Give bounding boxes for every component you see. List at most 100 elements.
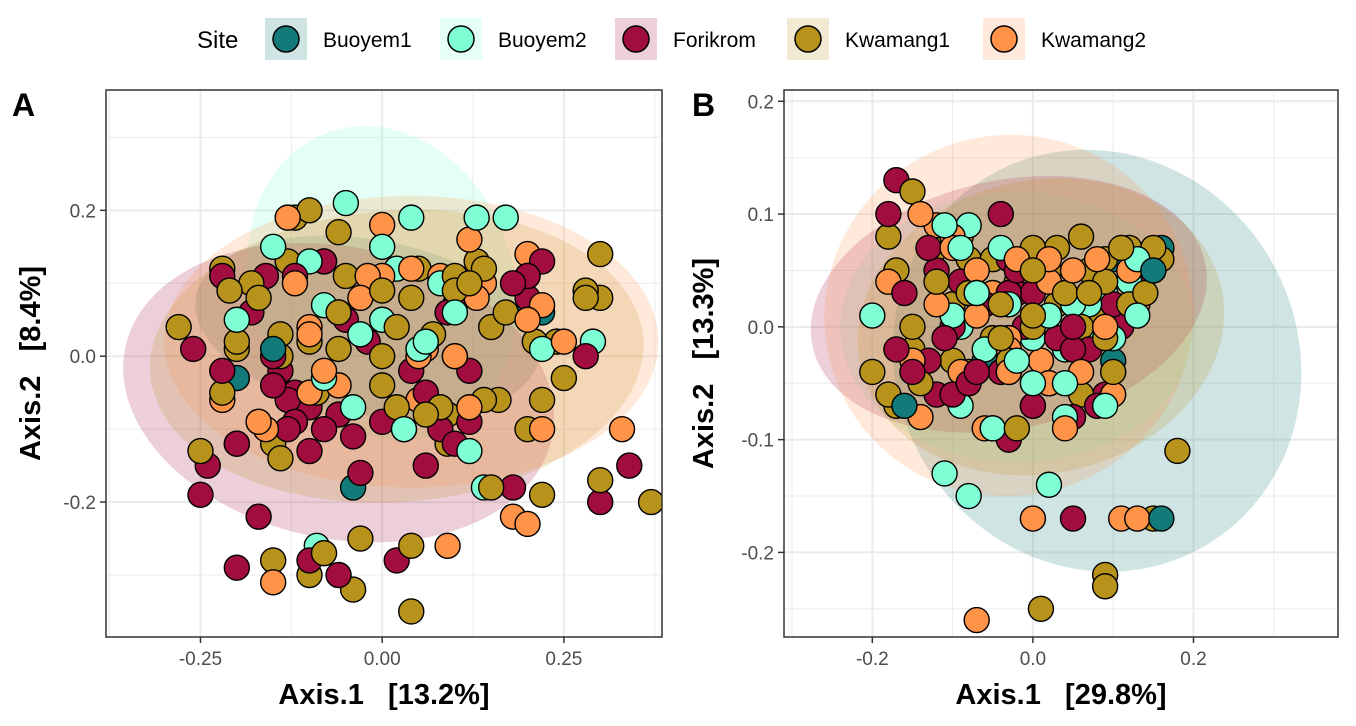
panel-label-b: B	[692, 87, 715, 123]
point-forikrom	[572, 343, 599, 370]
legend-marker-forikrom	[622, 25, 650, 53]
point-kwamang2	[441, 343, 469, 370]
legend-label-buoyem1: Buoyem1	[323, 29, 412, 52]
point-kwamang1	[899, 178, 926, 205]
point-forikrom	[187, 481, 214, 508]
point-kwamang2	[274, 204, 301, 231]
point-kwamang2	[1091, 313, 1119, 341]
y-tick-label: 0.2	[748, 92, 774, 113]
point-buoyem2	[259, 233, 287, 261]
point-kwamang1	[368, 372, 396, 399]
points	[165, 189, 662, 625]
point-forikrom	[209, 357, 236, 384]
y-axis-title: Axis.2 [13.3%]	[688, 258, 720, 469]
point-kwamang2	[296, 321, 323, 348]
point-buoyem2	[931, 460, 958, 487]
point-kwamang1	[347, 525, 374, 552]
point-kwamang1	[1067, 223, 1095, 250]
point-kwamang2	[550, 328, 578, 355]
point-kwamang2	[963, 302, 990, 329]
point-kwamang2	[514, 510, 541, 538]
plot-border	[105, 89, 663, 638]
point-kwamang2	[245, 408, 272, 436]
point-buoyem2	[1051, 370, 1079, 397]
point-kwamang1	[1099, 358, 1127, 386]
point-forikrom	[1059, 313, 1087, 341]
chart-panel-b: B -0.2 0.0 0.2 -0.2 -0.1 0.0 0.1 0.2 Axis.1 [29.…	[688, 87, 1339, 711]
point-kwamang1	[859, 358, 886, 386]
point-kwamang2	[1083, 245, 1111, 273]
point-forikrom	[931, 324, 958, 352]
point-kwamang1	[528, 481, 556, 508]
x-tick-label: 0.0	[1020, 649, 1046, 670]
point-buoyem2	[955, 482, 982, 510]
point-forikrom	[245, 503, 272, 530]
y-tick-label: -0.1	[741, 431, 774, 452]
point-buoyem2	[463, 204, 490, 231]
point-kwamang1	[1108, 234, 1135, 262]
point-kwamang1	[987, 291, 1014, 318]
point-forikrom	[259, 372, 287, 399]
point-kwamang1	[412, 401, 439, 428]
point-kwamang2	[1019, 505, 1047, 532]
point-kwamang1	[1003, 415, 1031, 442]
point-forikrom	[223, 554, 251, 581]
plot-border	[783, 89, 1339, 638]
point-buoyem2	[390, 415, 418, 443]
point-forikrom	[875, 200, 902, 228]
point-kwamang1	[165, 313, 192, 341]
point-kwamang1	[572, 284, 599, 312]
point-kwamang2	[1059, 257, 1087, 284]
chart-panel-a: A -0.25 0.00 0.25 -0.2 0.0 0.2 Axis.1 [13.2%] A…	[12, 87, 663, 711]
legend-title: Site	[197, 27, 238, 54]
point-kwamang1	[1164, 437, 1191, 465]
x-tick-label: 0.25	[545, 649, 582, 670]
point-kwamang1	[587, 466, 614, 494]
legend-marker-buoyem1	[272, 25, 300, 53]
y-tick-label: 0.2	[70, 201, 96, 222]
point-buoyem1	[259, 335, 287, 363]
point-kwamang1	[383, 394, 410, 421]
point-kwamang2	[514, 306, 541, 333]
point-forikrom	[223, 430, 251, 457]
point-kwamang1	[383, 313, 410, 341]
point-forikrom	[963, 358, 990, 386]
point-kwamang1	[875, 223, 902, 250]
point-kwamang2	[907, 200, 934, 228]
point-kwamang2	[259, 569, 287, 596]
point-kwamang1	[637, 488, 662, 516]
point-kwamang1	[456, 270, 483, 297]
legend-marker-kwamang2	[990, 25, 1018, 53]
point-forikrom	[1059, 505, 1087, 532]
point-forikrom	[325, 561, 352, 589]
point-kwamang1	[1019, 257, 1047, 284]
point-kwamang2	[923, 291, 950, 318]
point-buoyem2	[368, 233, 396, 261]
point-kwamang1	[1019, 302, 1047, 329]
point-buoyem2	[492, 204, 519, 231]
y-tick-label: -0.2	[63, 493, 96, 514]
point-kwamang2	[310, 357, 338, 384]
point-kwamang2	[434, 532, 461, 560]
point-kwamang2	[963, 606, 990, 634]
point-forikrom	[616, 452, 643, 479]
point-forikrom	[180, 335, 207, 363]
x-tick-label: 0.00	[364, 649, 401, 670]
point-kwamang1	[325, 335, 352, 363]
point-buoyem2	[931, 212, 958, 239]
point-buoyem1	[1148, 505, 1175, 532]
x-tick-label: -0.2	[856, 649, 889, 670]
point-kwamang1	[398, 284, 425, 312]
point-buoyem2	[1091, 392, 1119, 419]
y-tick-label: 0.1	[748, 205, 774, 226]
point-buoyem2	[412, 328, 439, 355]
point-buoyem2	[398, 204, 425, 231]
point-forikrom	[1019, 392, 1047, 419]
point-buoyem2	[339, 394, 367, 421]
x-tick-label: 0.2	[1180, 649, 1206, 670]
point-kwamang1	[216, 277, 243, 304]
point-kwamang1	[325, 219, 352, 246]
point-forikrom	[499, 270, 527, 297]
panel-label-a: A	[12, 87, 35, 123]
point-kwamang1	[398, 598, 425, 625]
